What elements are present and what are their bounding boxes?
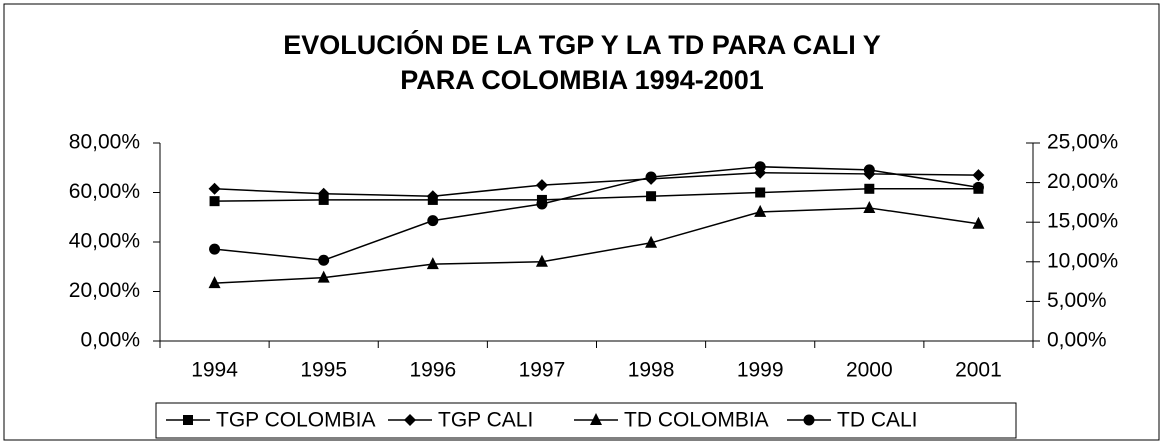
legend-marker <box>803 414 815 426</box>
y-tick-label: 60,00% <box>69 180 140 203</box>
y2-tick-label: 15,00% <box>1047 210 1118 233</box>
point <box>535 179 548 192</box>
point <box>208 182 221 195</box>
point <box>864 183 875 194</box>
series-line <box>214 188 979 202</box>
point <box>209 196 220 207</box>
point <box>426 257 439 270</box>
series-line <box>214 171 979 197</box>
x-tick-label: 1995 <box>300 359 347 382</box>
point <box>209 243 221 255</box>
point <box>208 276 221 289</box>
y-tick-label: 0,00% <box>80 329 140 352</box>
y-tick-label: 40,00% <box>69 230 140 253</box>
point <box>318 254 330 266</box>
point <box>427 215 439 227</box>
point <box>318 194 329 205</box>
chart-title: PARA COLOMBIA 1994-2001 <box>400 65 764 95</box>
x-tick-label: 1997 <box>519 359 566 382</box>
point <box>535 254 548 267</box>
y2-tick-label: 5,00% <box>1047 289 1107 312</box>
y-tick-label: 20,00% <box>69 279 140 302</box>
legend-marker <box>590 413 602 425</box>
x-tick-label: 2001 <box>955 359 1002 382</box>
y2-tick-label: 25,00% <box>1047 131 1118 154</box>
series-line <box>214 207 979 284</box>
y2-tick-label: 0,00% <box>1047 329 1107 352</box>
point <box>317 187 330 200</box>
x-tick-label: 1998 <box>628 359 675 382</box>
point <box>755 187 766 198</box>
y-tick-label: 80,00% <box>69 131 140 154</box>
point <box>972 169 985 182</box>
series-line <box>214 166 979 261</box>
point <box>646 191 657 202</box>
point <box>754 161 766 173</box>
legend-marker <box>183 415 193 425</box>
legend-label: TD CALI <box>837 409 918 432</box>
y2-tick-label: 10,00% <box>1047 249 1118 272</box>
point <box>863 164 875 176</box>
legend-marker <box>404 414 416 426</box>
point <box>863 200 876 213</box>
point <box>645 235 658 248</box>
chart-title: EVOLUCIÓN DE LA TGP Y LA TD PARA CALI Y <box>283 29 881 60</box>
point <box>317 270 330 283</box>
y2-tick-label: 20,00% <box>1047 170 1118 193</box>
x-tick-label: 1996 <box>409 359 456 382</box>
x-tick-label: 1994 <box>191 359 238 382</box>
x-tick-label: 1999 <box>737 359 784 382</box>
x-tick-label: 2000 <box>846 359 893 382</box>
point <box>536 198 548 210</box>
point <box>426 190 439 203</box>
legend-label: TD COLOMBIA <box>624 409 769 432</box>
point <box>972 216 985 229</box>
point <box>645 171 657 183</box>
legend-label: TGP CALI <box>438 409 533 432</box>
legend-label: TGP COLOMBIA <box>216 409 375 432</box>
point <box>754 204 767 217</box>
point <box>972 181 984 193</box>
